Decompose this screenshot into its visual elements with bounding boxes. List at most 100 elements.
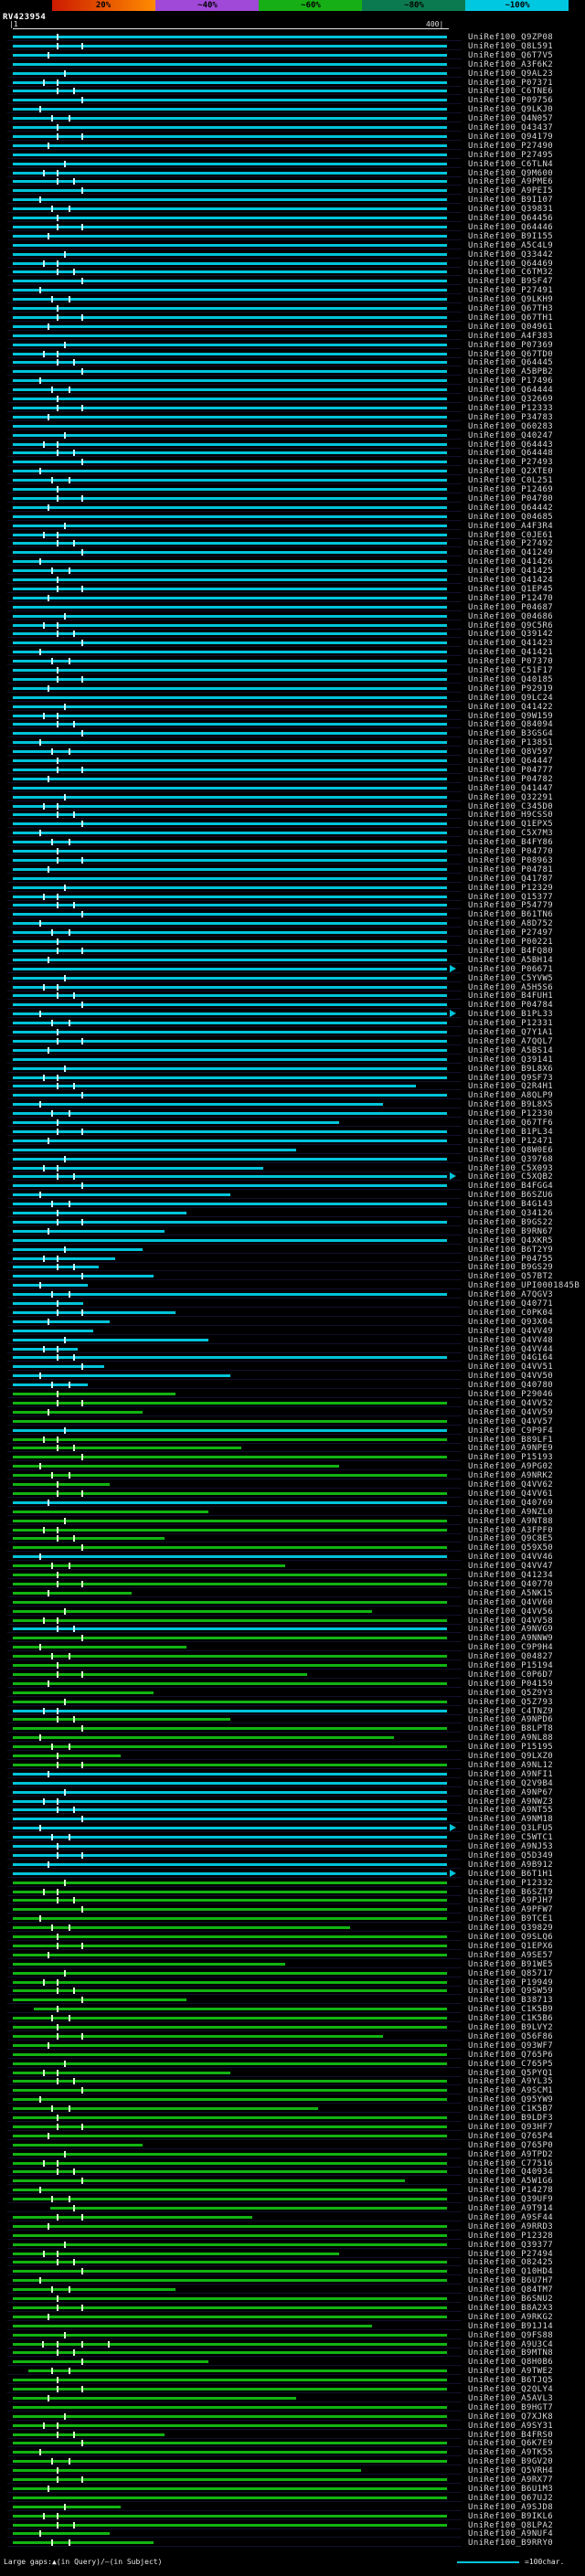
hit-label[interactable]: UniRef100_B89LF1 bbox=[468, 1435, 554, 1445]
hit-bar[interactable] bbox=[13, 153, 447, 156]
hit-label[interactable]: UniRef100_Q64442 bbox=[468, 503, 554, 513]
hit-bar[interactable] bbox=[13, 2514, 447, 2518]
hit-bar[interactable] bbox=[13, 1745, 447, 1749]
hit-label[interactable]: UniRef100_Q8L591 bbox=[468, 41, 554, 51]
hit-label[interactable]: UniRef100_Q4VV46 bbox=[468, 1553, 554, 1563]
hit-label[interactable]: UniRef100_Q9W159 bbox=[468, 711, 554, 721]
hit-bar[interactable] bbox=[13, 822, 447, 826]
hit-bar[interactable] bbox=[13, 461, 447, 464]
hit-label[interactable]: UniRef100_Q67TF6 bbox=[468, 1118, 554, 1128]
hit-label[interactable]: UniRef100_A9NWZ3 bbox=[468, 1797, 554, 1807]
hit-label[interactable]: UniRef100_B9GS29 bbox=[468, 1263, 554, 1273]
hit-label[interactable]: UniRef100_C5WTC1 bbox=[468, 1833, 554, 1843]
hit-label[interactable]: UniRef100_B9TCE1 bbox=[468, 1914, 554, 1924]
hit-label[interactable]: UniRef100_C765P5 bbox=[468, 2059, 554, 2069]
hit-bar[interactable] bbox=[13, 2288, 176, 2292]
hit-bar[interactable] bbox=[13, 759, 447, 762]
hit-bar[interactable] bbox=[13, 2224, 447, 2228]
hit-label[interactable]: UniRef100_A5BPB2 bbox=[468, 367, 554, 377]
hit-label[interactable]: UniRef100_A9NP67 bbox=[468, 1787, 554, 1797]
hit-bar[interactable] bbox=[13, 361, 447, 365]
hit-label[interactable]: UniRef100_P07371 bbox=[468, 78, 554, 88]
hit-label[interactable]: UniRef100_A5H5S6 bbox=[468, 982, 554, 992]
hit-label[interactable]: UniRef100_C1K5B6 bbox=[468, 2014, 554, 2024]
hit-bar[interactable] bbox=[13, 2125, 447, 2128]
hit-bar[interactable] bbox=[13, 71, 447, 75]
hit-bar[interactable] bbox=[13, 1474, 447, 1478]
hit-bar[interactable] bbox=[13, 1691, 154, 1694]
hit-bar[interactable] bbox=[13, 1320, 111, 1323]
hit-bar[interactable] bbox=[13, 578, 447, 581]
hit-label[interactable]: UniRef100_O82425 bbox=[468, 2258, 554, 2268]
hit-bar[interactable] bbox=[13, 270, 447, 274]
hit-bar[interactable] bbox=[13, 44, 447, 48]
hit-bar[interactable] bbox=[13, 234, 447, 238]
hit-label[interactable]: UniRef100_Q5D349 bbox=[468, 1850, 554, 1860]
hit-label[interactable]: UniRef100_Q5Z9Y3 bbox=[468, 1688, 554, 1698]
hit-label[interactable]: UniRef100_P12328 bbox=[468, 2231, 554, 2241]
hit-bar[interactable] bbox=[13, 1365, 105, 1369]
hit-bar[interactable] bbox=[13, 433, 447, 437]
hit-label[interactable]: UniRef100_A3FPF0 bbox=[468, 1525, 554, 1535]
hit-label[interactable]: UniRef100_A9TK55 bbox=[468, 2448, 554, 2458]
hit-label[interactable]: UniRef100_Q2QLY4 bbox=[468, 2385, 554, 2394]
hit-label[interactable]: UniRef100_P07369 bbox=[468, 340, 554, 350]
hit-bar[interactable] bbox=[13, 677, 447, 681]
hit-label[interactable]: UniRef100_P12471 bbox=[468, 1136, 554, 1146]
hit-label[interactable]: UniRef100_B6U1M3 bbox=[468, 2484, 554, 2494]
hit-bar[interactable] bbox=[13, 2198, 447, 2201]
hit-label[interactable]: UniRef100_Q39829 bbox=[468, 1924, 554, 1934]
hit-bar[interactable] bbox=[13, 1293, 447, 1297]
hit-label[interactable]: UniRef100_Q33442 bbox=[468, 249, 554, 260]
hit-bar[interactable] bbox=[13, 795, 447, 799]
hit-label[interactable]: UniRef100_Q85717 bbox=[468, 1968, 554, 1978]
hit-label[interactable]: UniRef100_P12333 bbox=[468, 403, 554, 413]
hit-bar[interactable] bbox=[13, 1574, 447, 1576]
hit-bar[interactable] bbox=[13, 2379, 447, 2382]
hit-bar[interactable] bbox=[13, 1655, 447, 1659]
hit-bar[interactable] bbox=[13, 1022, 447, 1025]
hit-label[interactable]: UniRef100_Q64443 bbox=[468, 440, 554, 450]
hit-label[interactable]: UniRef100_B4FQ80 bbox=[468, 946, 554, 956]
hit-label[interactable]: UniRef100_Q67UJ2 bbox=[468, 2493, 554, 2503]
hit-label[interactable]: UniRef100_Q3LFU5 bbox=[468, 1824, 554, 1834]
hit-bar[interactable] bbox=[13, 1193, 230, 1197]
hit-label[interactable]: UniRef100_A9NT55 bbox=[468, 1806, 554, 1816]
hit-bar[interactable] bbox=[13, 1862, 447, 1866]
hit-label[interactable]: UniRef100_C4TNZ9 bbox=[468, 1706, 554, 1716]
hit-label[interactable]: UniRef100_Q1EPX5 bbox=[468, 820, 554, 830]
hit-bar[interactable] bbox=[13, 1437, 447, 1441]
hit-bar[interactable] bbox=[13, 80, 447, 84]
hit-bar[interactable] bbox=[13, 1310, 176, 1314]
hit-label[interactable]: UniRef100_A9RKG2 bbox=[468, 2312, 554, 2322]
hit-label[interactable]: UniRef100_A9NVG9 bbox=[468, 1625, 554, 1635]
hit-label[interactable]: UniRef100_Q10HD4 bbox=[468, 2267, 554, 2277]
hit-bar[interactable] bbox=[13, 298, 447, 302]
hit-label[interactable]: UniRef100_C5X093 bbox=[468, 1163, 554, 1173]
hit-bar[interactable] bbox=[13, 895, 447, 898]
hit-bar[interactable] bbox=[13, 388, 447, 392]
hit-bar[interactable] bbox=[13, 1637, 447, 1640]
hit-label[interactable]: UniRef100_Q8V597 bbox=[468, 747, 554, 758]
hit-bar[interactable] bbox=[13, 1003, 447, 1007]
hit-bar[interactable] bbox=[13, 1962, 285, 1966]
hit-label[interactable]: UniRef100_A9NFI1 bbox=[468, 1769, 554, 1779]
hit-label[interactable]: UniRef100_Q64469 bbox=[468, 259, 554, 269]
hit-bar[interactable] bbox=[13, 117, 447, 121]
hit-label[interactable]: UniRef100_A9PME6 bbox=[468, 177, 554, 187]
hit-bar[interactable] bbox=[13, 1465, 340, 1468]
hit-label[interactable]: UniRef100_Q4VV49 bbox=[468, 1326, 554, 1336]
hit-label[interactable]: UniRef100_Q15377 bbox=[468, 892, 554, 902]
hit-bar[interactable] bbox=[13, 542, 447, 546]
hit-label[interactable]: UniRef100_UPI0001845B bbox=[468, 1281, 580, 1291]
hit-label[interactable]: UniRef100_P27490 bbox=[468, 141, 554, 151]
hit-label[interactable]: UniRef100_Q04827 bbox=[468, 1652, 554, 1662]
hit-bar[interactable] bbox=[13, 1383, 89, 1387]
hit-bar[interactable] bbox=[13, 62, 447, 66]
hit-label[interactable]: UniRef100_Q04686 bbox=[468, 611, 554, 621]
hit-label[interactable]: UniRef100_P13851 bbox=[468, 738, 554, 748]
hit-label[interactable]: UniRef100_Q5Z793 bbox=[468, 1697, 554, 1707]
hit-label[interactable]: UniRef100_Q04961 bbox=[468, 322, 554, 332]
hit-label[interactable]: UniRef100_Q32291 bbox=[468, 792, 554, 802]
hit-bar[interactable] bbox=[13, 931, 447, 935]
